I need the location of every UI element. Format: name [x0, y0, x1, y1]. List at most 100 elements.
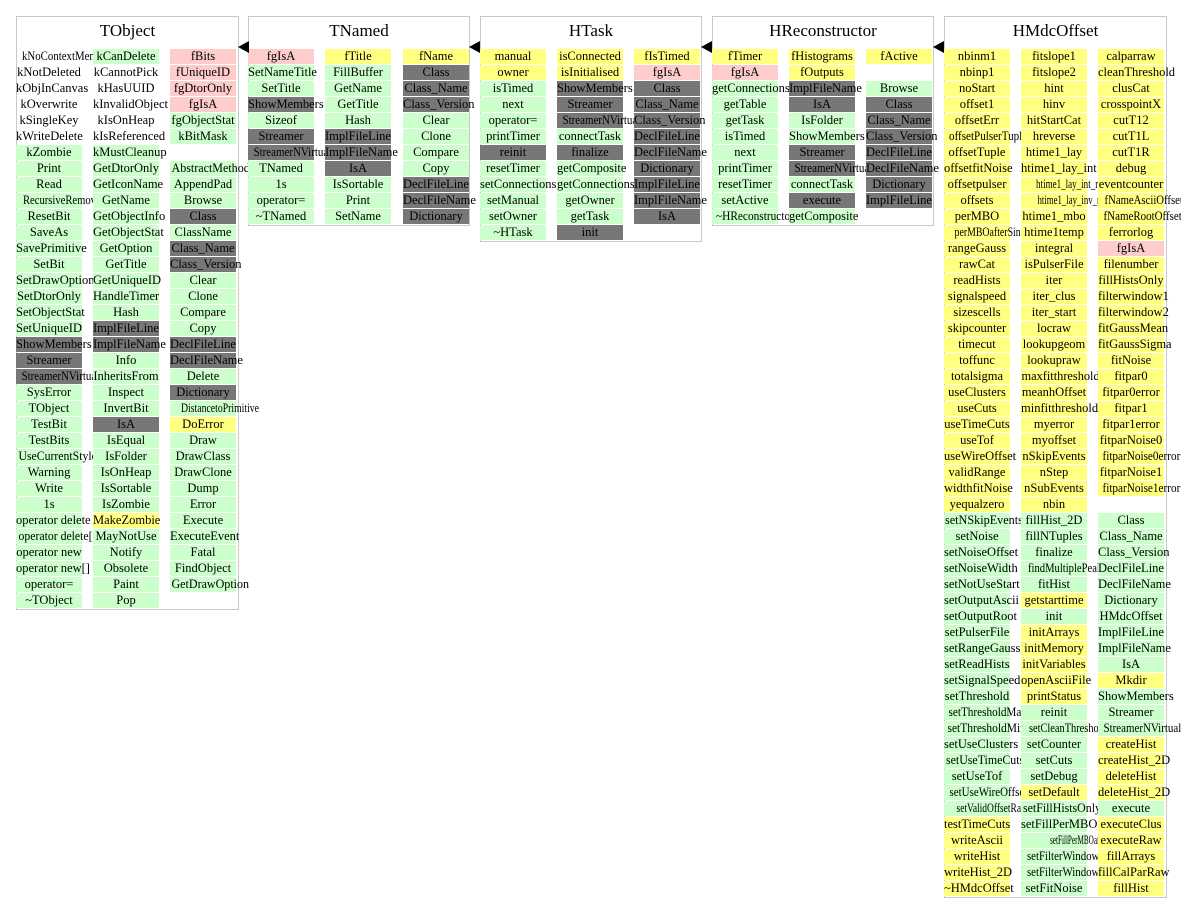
- member-label: ~HReconstructor: [715, 209, 794, 223]
- member-findmultiplepeaks: findMultiplePeaks: [1021, 561, 1106, 576]
- member-label: ~HTask: [493, 225, 533, 239]
- member-label: Dump: [187, 481, 219, 495]
- member-compare: Compare: [170, 305, 236, 320]
- member-label: htime1_lay_int_norm: [1036, 177, 1115, 191]
- member-setnoise: setNoise: [944, 529, 1010, 544]
- member-setfilterwindow1: setFilterWindow1: [1021, 849, 1105, 864]
- member-label: SetDtorOnly: [17, 289, 81, 303]
- member-label: GetTitle: [105, 257, 147, 271]
- member-crosspointx: crosspointX: [1098, 97, 1164, 112]
- member-operator-delete: operator delete[]: [16, 529, 96, 544]
- member-label: sizescells: [953, 305, 1001, 319]
- member-label: setFilterWindow1: [1026, 849, 1105, 863]
- member-gettask: getTask: [712, 113, 778, 128]
- member-fillhist: fillHist: [1098, 881, 1164, 896]
- member-testbits: TestBits: [16, 433, 82, 448]
- member-label: meanhOffset: [1021, 385, 1087, 399]
- member-label: minfitthreshold: [1021, 401, 1099, 415]
- member-label: isTimed: [724, 129, 766, 143]
- member-label: nSubEvents: [1024, 481, 1084, 495]
- member-initvariables: initVariables: [1021, 657, 1087, 672]
- member-label: nStep: [1039, 465, 1069, 479]
- member-offseterr: offsetErr: [944, 113, 1010, 128]
- member-fhistograms: fHistograms: [789, 49, 855, 64]
- member-label: filterwindow2: [1098, 305, 1169, 319]
- member-label: Browse: [879, 81, 919, 95]
- member-class: Class: [634, 81, 700, 96]
- member-showmembers: ShowMembers: [1098, 689, 1174, 704]
- member-label: getComposite: [557, 161, 627, 175]
- member-label: finalize: [571, 145, 609, 159]
- member-tnamed: ~TNamed: [248, 209, 314, 224]
- member-label: init: [581, 225, 599, 239]
- member-isfolder: IsFolder: [93, 449, 159, 464]
- member-printstatus: printStatus: [1021, 689, 1087, 704]
- member-label: 1s: [275, 177, 287, 191]
- member-nskipevents: nSkipEvents: [1021, 449, 1087, 464]
- member-label: MayNotUse: [95, 529, 157, 543]
- member-signalspeed: signalspeed: [944, 289, 1010, 304]
- member-funiqueid: fUniqueID: [170, 65, 236, 80]
- member-setoutputroot: setOutputRoot: [944, 609, 1017, 624]
- member-htime1temp: htime1temp: [1021, 225, 1087, 240]
- member-label: initMemory: [1024, 641, 1084, 655]
- member-getname: GetName: [325, 81, 391, 96]
- member-label: cutT12: [1113, 113, 1149, 127]
- member-label: setActive: [721, 193, 769, 207]
- member-label: fNameAsciiOffset: [1104, 193, 1181, 207]
- member-label: ImplFileLine: [93, 321, 159, 335]
- member-fgdtoronly: fgDtorOnly: [170, 81, 236, 96]
- member-invertbit: InvertBit: [93, 401, 159, 416]
- member-setbit: SetBit: [16, 257, 82, 272]
- member-fitparnoise1error: fitparNoise1error: [1098, 481, 1180, 496]
- member-label: fitparNoise0error: [1102, 449, 1181, 463]
- member-execute: execute: [789, 193, 855, 208]
- member-label: fIsTimed: [644, 49, 690, 63]
- member-label: ShowMembers: [16, 337, 92, 351]
- member-sizeof: Sizeof: [248, 113, 314, 128]
- member-copy: Copy: [403, 161, 469, 176]
- member-myerror: myerror: [1021, 417, 1087, 432]
- member-label: setConnections: [480, 177, 557, 191]
- member-hreverse: hreverse: [1021, 129, 1087, 144]
- member-kisreferenced: kIsReferenced: [93, 129, 165, 144]
- member-label: isInitialised: [560, 65, 620, 79]
- member-label: GetObjectStat: [93, 225, 164, 239]
- member-inspect: Inspect: [93, 385, 159, 400]
- member-owner: owner: [480, 65, 546, 80]
- member-label: Paint: [113, 577, 139, 591]
- member-htime1-lay-int: htime1_lay_int: [1021, 161, 1097, 176]
- member-getconnections: getConnections: [712, 81, 790, 96]
- member-finalize: finalize: [1021, 545, 1087, 560]
- member-dictionary: Dictionary: [634, 161, 700, 176]
- member-factive: fActive: [866, 49, 932, 64]
- member-label: DrawClass: [175, 449, 231, 463]
- member-label: fitparNoise1error: [1102, 481, 1181, 495]
- member-setnskipevents: setNSkipEvents: [944, 513, 1023, 528]
- member-executeclus: executeClus: [1098, 817, 1164, 832]
- member-ftimer: fTimer: [712, 49, 778, 64]
- member-label: GetUniqueID: [93, 273, 162, 287]
- member-init: init: [557, 225, 623, 240]
- member-isa: IsA: [634, 209, 700, 224]
- member-filterwindow1: filterwindow1: [1098, 289, 1169, 304]
- member-label: htime1temp: [1024, 225, 1084, 239]
- member-label: operator=: [488, 113, 538, 127]
- member-offset1: offset1: [944, 97, 1010, 112]
- member-sizescells: sizescells: [944, 305, 1010, 320]
- member-label: DeclFileLine: [866, 145, 932, 159]
- member-label: setCleanThreshold: [1028, 721, 1107, 735]
- member-label: DeclFileName: [403, 193, 476, 207]
- member-label: fBits: [190, 49, 216, 63]
- member-label: setNotUseStart: [944, 577, 1020, 591]
- member-draw: Draw: [170, 433, 236, 448]
- member-label: testTimeCuts: [944, 817, 1011, 831]
- member-label: Streamer: [567, 97, 613, 111]
- member-getconnections: getConnections: [557, 177, 635, 192]
- member-label: eventcounter: [1098, 177, 1164, 191]
- member-label: fillHistsOnly: [1098, 273, 1164, 287]
- member-label: validRange: [948, 465, 1006, 479]
- member-streamer: Streamer: [16, 353, 82, 368]
- member-fbits: fBits: [170, 49, 236, 64]
- member-label: DeclFileLine: [1098, 561, 1164, 575]
